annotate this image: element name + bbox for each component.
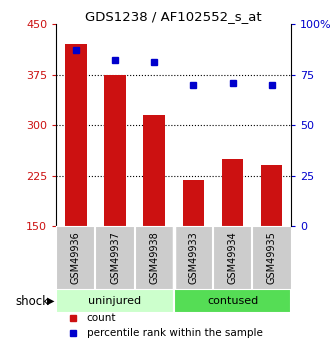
Text: shock: shock bbox=[16, 295, 50, 308]
Bar bbox=[56, 289, 174, 313]
Text: contused: contused bbox=[207, 296, 258, 306]
Text: GSM49938: GSM49938 bbox=[149, 231, 159, 284]
Text: GSM49934: GSM49934 bbox=[227, 231, 238, 284]
Title: GDS1238 / AF102552_s_at: GDS1238 / AF102552_s_at bbox=[85, 10, 262, 23]
Text: GSM49937: GSM49937 bbox=[110, 231, 120, 284]
Text: uninjured: uninjured bbox=[88, 296, 142, 306]
Bar bbox=[65, 44, 87, 226]
Bar bbox=[143, 115, 165, 226]
Text: GSM49935: GSM49935 bbox=[267, 231, 277, 284]
Text: count: count bbox=[87, 313, 116, 323]
Text: GSM49933: GSM49933 bbox=[188, 231, 198, 284]
Text: GSM49936: GSM49936 bbox=[71, 231, 81, 284]
Bar bbox=[222, 159, 243, 226]
Bar bbox=[261, 165, 282, 226]
Text: ▶: ▶ bbox=[47, 296, 55, 306]
Bar bbox=[104, 75, 126, 226]
Bar bbox=[174, 289, 291, 313]
Bar bbox=[183, 180, 204, 226]
Text: percentile rank within the sample: percentile rank within the sample bbox=[87, 328, 263, 338]
